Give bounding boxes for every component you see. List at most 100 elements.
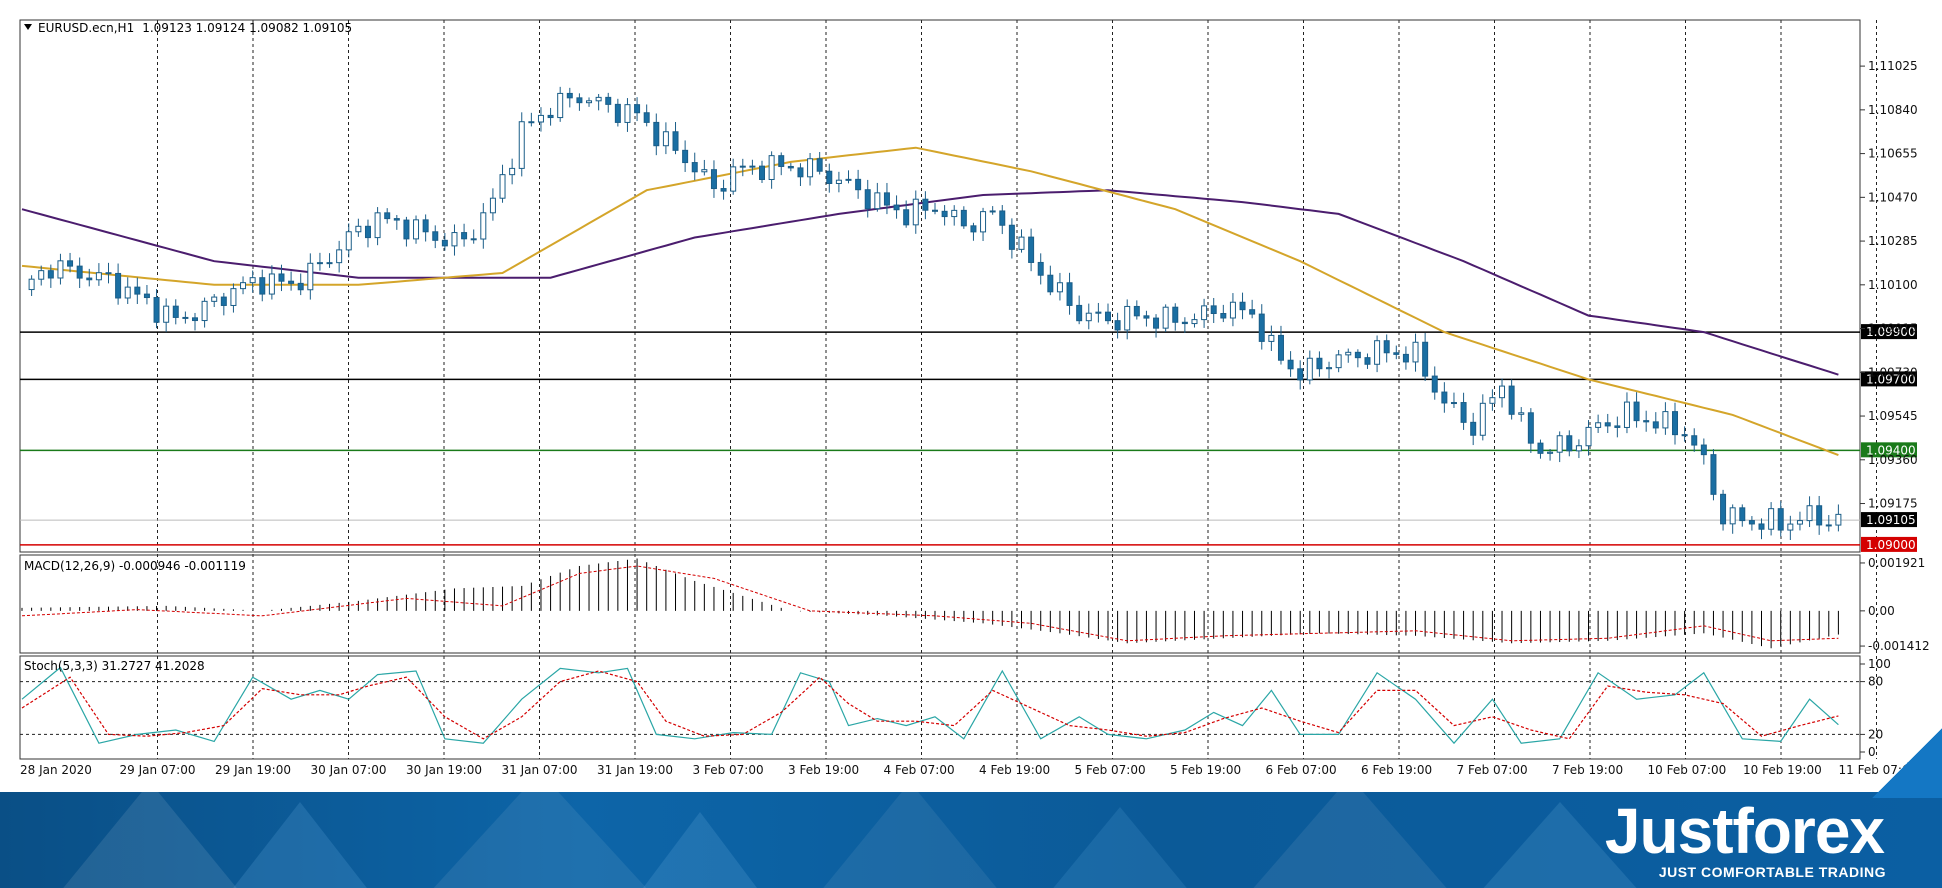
candle-body [249, 277, 256, 284]
candle-body [240, 282, 247, 290]
candle-body [1739, 507, 1746, 522]
candle-body [1028, 236, 1035, 263]
candle-body [730, 166, 737, 192]
candle-body [1470, 421, 1477, 436]
time-tick-label: 5 Feb 07:00 [1075, 763, 1146, 777]
candle-body [326, 262, 333, 265]
candle-body [86, 277, 93, 281]
candle-body [105, 272, 112, 275]
price-level-label: 1.09900 [1866, 325, 1916, 339]
candle-body [634, 104, 641, 114]
candle-body [307, 262, 314, 291]
time-tick-label: 30 Jan 07:00 [311, 763, 387, 777]
candle-body [1374, 340, 1381, 365]
macd-panel-frame [19, 554, 1861, 654]
candle-body [115, 272, 122, 299]
current-price-label: 1.09105 [1866, 513, 1916, 527]
candle-body [1499, 385, 1506, 399]
candle-body [345, 231, 352, 251]
candle-body [499, 174, 506, 199]
candle-body [903, 209, 910, 226]
candle-body [586, 100, 593, 104]
candle-body [1508, 385, 1515, 415]
candle-body [1431, 375, 1438, 393]
macd-histogram [21, 558, 1839, 649]
brand-banner: Justforex JUST COMFORTABLE TRADING [0, 792, 1942, 888]
menu-triangle-icon[interactable] [24, 24, 32, 30]
candle-body [172, 305, 179, 318]
time-grid [157, 20, 1877, 759]
candle-body [1566, 435, 1573, 452]
candle-body [960, 209, 967, 227]
horizontal-levels: 1.09900 1.09700 1.09400 1.09000 1.09105 [20, 324, 1917, 552]
candle-body [768, 155, 775, 180]
time-tick-label: 7 Feb 07:00 [1457, 763, 1528, 777]
candle-body [230, 288, 237, 306]
candle-body [1124, 305, 1131, 331]
price-tick-label: 1.10840 [1868, 103, 1918, 117]
candle-body [691, 162, 698, 173]
price-tick-label: 1.09730 [1868, 365, 1918, 379]
candle-body [1066, 282, 1073, 306]
candle-body [1383, 340, 1390, 354]
candle-body [1085, 312, 1092, 322]
stoch-panel-frame [19, 655, 1861, 760]
candle-body [384, 212, 391, 220]
macd-tick-label: 0.00 [1868, 604, 1895, 618]
candle-body [682, 149, 689, 164]
candle-body [288, 280, 295, 284]
moving-averages [21, 146, 1839, 457]
ma-fast-line [21, 146, 1839, 457]
candle-body [1614, 425, 1621, 428]
candle-body [1258, 313, 1265, 342]
candle-body [67, 260, 74, 267]
candle-body [76, 265, 83, 279]
candle-body [1768, 508, 1775, 530]
candle-body [1220, 313, 1227, 319]
stoch-signal-line [21, 670, 1839, 740]
candle-body [1268, 334, 1275, 342]
candle-body [912, 198, 919, 226]
candle-body [336, 249, 343, 264]
candle-body [1633, 401, 1640, 422]
candle-body [355, 225, 362, 233]
candle-body [1662, 411, 1669, 429]
candle-body [1460, 402, 1467, 423]
candle-body [1287, 359, 1294, 370]
candle-body [1787, 523, 1794, 531]
candle-body [316, 262, 323, 265]
candle-body [855, 178, 862, 191]
candle-body [1835, 513, 1842, 526]
candle-body [1450, 402, 1457, 405]
candle-body [470, 238, 477, 241]
candle-body [95, 272, 102, 281]
macd-tick-label: -0.001412 [1868, 639, 1930, 653]
candle-body [1585, 426, 1592, 447]
candle-body [1623, 401, 1630, 428]
macd-label: MACD(12,26,9) -0.000946 -0.001119 [24, 559, 246, 573]
candle-body [191, 317, 198, 322]
candle-body [932, 209, 938, 212]
candle-body [413, 219, 420, 240]
candle-body [576, 97, 583, 104]
candle-body [1681, 434, 1688, 437]
candle-body [1364, 357, 1371, 365]
price-level-tag [1861, 371, 1917, 387]
candle-body [38, 270, 45, 280]
price-tick-label: 1.10655 [1868, 147, 1918, 161]
candle-body [653, 121, 660, 147]
candle-body [1239, 301, 1246, 311]
candle-body [1008, 224, 1015, 250]
candle-body [134, 286, 141, 295]
candle-body [1326, 367, 1333, 370]
candle-body [143, 293, 150, 299]
candle-body [1710, 454, 1717, 495]
candle-body [1412, 341, 1419, 363]
candle-body [1153, 317, 1160, 329]
candle-body [1422, 341, 1429, 377]
candle-body [1729, 507, 1736, 525]
candle-body [393, 218, 400, 221]
candle-body [605, 96, 612, 105]
candle-body [1479, 402, 1486, 436]
candle-body [807, 158, 814, 178]
